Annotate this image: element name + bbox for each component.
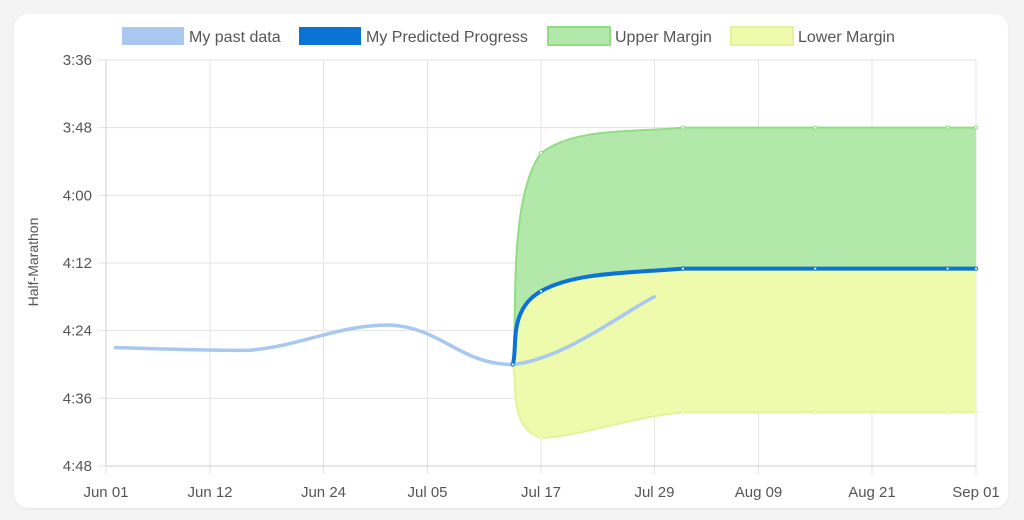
- data-point: [973, 410, 979, 415]
- upper-margin-area: [512, 127, 976, 365]
- data-point: [813, 266, 818, 271]
- legend[interactable]: My past data My Predicted Progress Upper M…: [122, 26, 895, 46]
- data-point: [538, 289, 544, 294]
- data-point: [538, 150, 544, 156]
- x-tick-label: Jun 12: [187, 484, 232, 501]
- data-point: [945, 410, 950, 415]
- past-data-line: [113, 295, 657, 367]
- margin-areas: [512, 127, 976, 438]
- legend-swatch: [730, 26, 794, 46]
- y-tick-label: 4:12: [63, 255, 92, 272]
- data-point: [538, 435, 544, 440]
- data-point: [945, 125, 950, 130]
- legend-swatch: [122, 27, 184, 45]
- series-lines: [113, 125, 979, 440]
- y-tick-label: 4:00: [63, 187, 92, 204]
- x-tick-label: Jul 05: [408, 484, 448, 501]
- legend-swatch: [299, 27, 361, 45]
- y-tick-label: 3:48: [63, 120, 92, 137]
- legend-item[interactable]: Lower Margin: [730, 26, 895, 46]
- x-tick-label: Aug 21: [848, 484, 896, 501]
- x-tick-label: Jun 24: [301, 484, 346, 501]
- legend-item[interactable]: My past data: [122, 27, 281, 46]
- upper-margin-line: [511, 126, 977, 366]
- legend-item[interactable]: My Predicted Progress: [299, 27, 528, 46]
- data-point: [680, 410, 685, 415]
- x-tick-label: Jun 01: [83, 484, 128, 501]
- data-point: [973, 266, 979, 271]
- legend-label: Upper Margin: [615, 29, 712, 46]
- legend-label: My Predicted Progress: [366, 29, 528, 46]
- data-point: [510, 362, 515, 367]
- data-point: [680, 266, 685, 271]
- data-point: [945, 266, 950, 271]
- x-tick-label: Aug 09: [735, 484, 783, 501]
- data-point: [680, 125, 685, 130]
- y-tick-label: 4:48: [63, 458, 92, 475]
- x-tick-label: Sep 01: [952, 484, 1000, 501]
- legend-swatch: [547, 26, 611, 46]
- data-point: [973, 125, 979, 130]
- y-tick-label: 4:36: [63, 390, 92, 407]
- data-point: [813, 410, 818, 415]
- legend-item[interactable]: Upper Margin: [547, 26, 712, 46]
- y-axis-title: Half-Marathon: [25, 218, 41, 307]
- axes: 3:36 3:48 4:00 4:12 4:24 4:36 4:48 Jun 01 Jun 12…: [63, 52, 1000, 501]
- legend-label: Lower Margin: [798, 29, 895, 46]
- legend-label: My past data: [189, 29, 281, 46]
- data-point: [813, 125, 818, 130]
- y-tick-label: 4:24: [63, 323, 92, 340]
- y-tick-label: 3:36: [63, 52, 92, 69]
- x-tick-label: Jul 29: [634, 484, 674, 501]
- x-tick-label: Jul 17: [521, 484, 561, 501]
